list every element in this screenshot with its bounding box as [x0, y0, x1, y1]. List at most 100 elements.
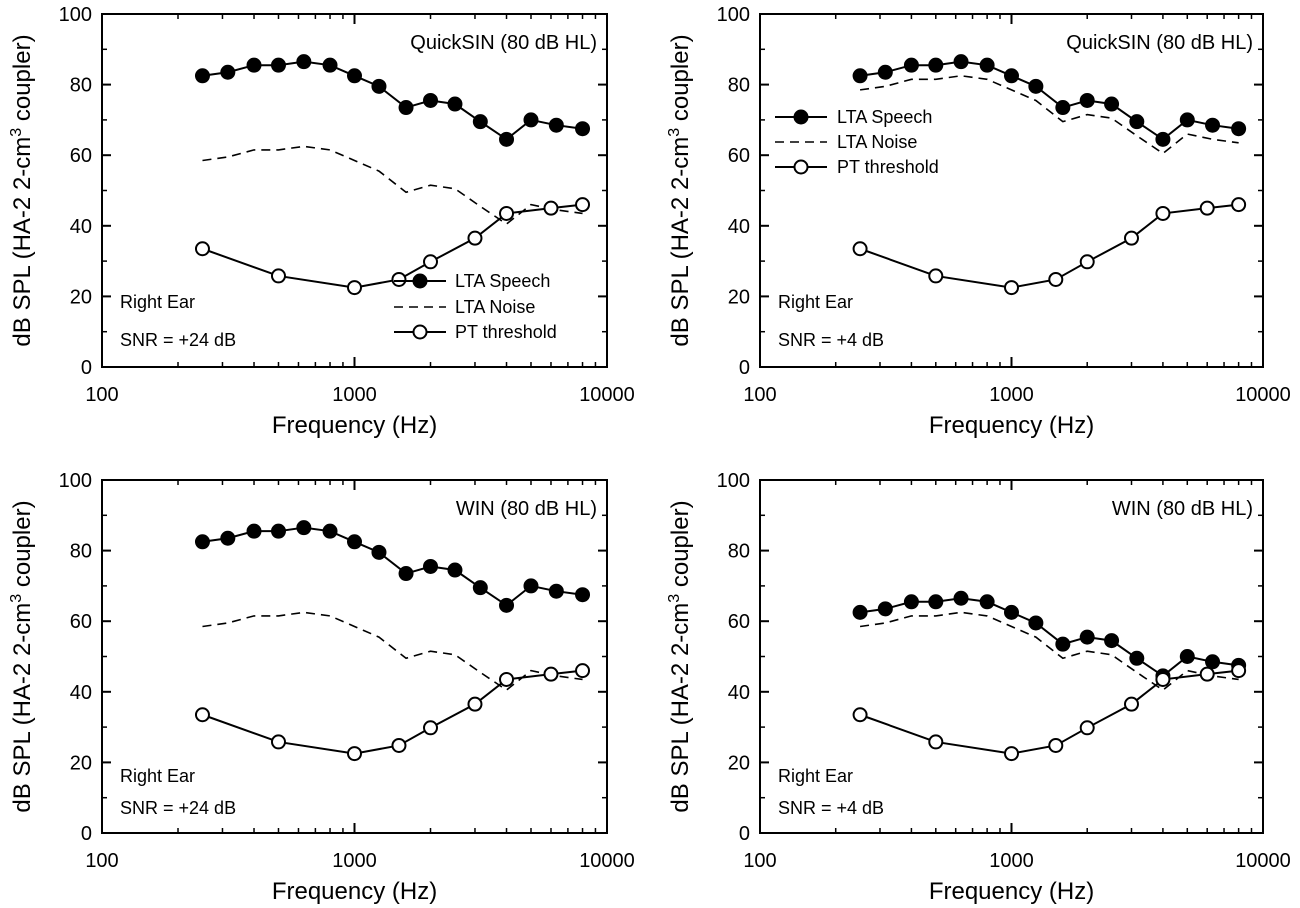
legend-marker: [412, 324, 428, 340]
data-point: [499, 131, 515, 147]
data-point: [194, 241, 210, 257]
data-point: [246, 57, 262, 73]
data-point: [194, 68, 210, 84]
y-tick-label: 0: [739, 823, 750, 845]
data-point: [1179, 649, 1195, 664]
y-tick-label: 80: [728, 75, 750, 97]
series-lta-speech: [194, 520, 591, 613]
data-point: [1205, 654, 1221, 670]
y-tick-label: 40: [70, 216, 92, 238]
data-point: [543, 200, 559, 216]
series-lta-speech: [852, 590, 1247, 684]
data-point: [548, 117, 564, 133]
y-tick-label: 100: [59, 470, 92, 492]
data-point: [575, 587, 591, 603]
panel-title: QuickSIN (80 dB HL): [410, 32, 597, 54]
y-tick-label: 0: [81, 823, 92, 845]
data-point: [391, 737, 407, 753]
data-point: [391, 271, 407, 287]
data-point: [1055, 100, 1071, 116]
data-point: [322, 523, 338, 539]
series-line: [859, 74, 1239, 155]
series-line: [859, 597, 1239, 678]
ear-annotation: Right Ear: [778, 292, 853, 312]
data-point: [423, 92, 439, 108]
data-point: [270, 57, 286, 73]
y-tick-label: 60: [70, 145, 92, 167]
data-point: [523, 578, 539, 594]
data-point: [1129, 650, 1145, 666]
data-point: [447, 96, 463, 112]
y-axis-title: dB SPL (HA-2 2-cm3 coupler): [8, 500, 36, 812]
y-axis-title-superscript: 3: [666, 128, 683, 137]
y-tick-label: 40: [70, 682, 92, 704]
data-point: [499, 597, 515, 613]
data-point: [1048, 737, 1064, 753]
panel-title: QuickSIN (80 dB HL): [1066, 32, 1253, 54]
legend-marker: [793, 159, 809, 175]
ear-annotation: Right Ear: [778, 766, 853, 786]
data-point: [296, 520, 312, 536]
legend-marker: [412, 273, 428, 289]
y-tick-label: 20: [70, 752, 92, 774]
series-line: [859, 203, 1239, 289]
series-line: [859, 669, 1239, 755]
data-point: [398, 566, 414, 582]
legend-marker: [793, 109, 809, 125]
series-pt-threshold: [852, 197, 1247, 296]
data-point: [575, 663, 591, 679]
data-point: [423, 558, 439, 574]
data-point: [499, 205, 515, 221]
x-tick-label: 10000: [579, 384, 635, 406]
data-point: [877, 64, 893, 80]
legend-label: PT threshold: [455, 322, 557, 342]
y-axis-title-superscript: 3: [8, 594, 25, 603]
snr-annotation: SNR = +4 dB: [778, 330, 884, 350]
y-tick-label: 20: [70, 286, 92, 308]
data-point: [575, 197, 591, 213]
y-tick-label: 40: [728, 216, 750, 238]
data-point: [979, 57, 995, 73]
data-point: [1205, 117, 1221, 133]
data-point: [347, 280, 362, 296]
y-tick-label: 80: [728, 541, 750, 563]
y-tick-label: 100: [59, 4, 92, 26]
y-axis-title-end: coupler): [9, 500, 36, 593]
data-point: [1104, 633, 1120, 649]
x-tick-label: 1000: [332, 850, 377, 872]
y-axis-title-end: coupler): [667, 34, 694, 127]
x-tick-label: 100: [743, 850, 776, 872]
y-tick-label: 40: [728, 682, 750, 704]
x-axis-title: Frequency (Hz): [929, 878, 1094, 905]
data-point: [928, 268, 944, 284]
data-point: [1104, 96, 1120, 112]
series-line: [202, 669, 583, 755]
x-axis-title: Frequency (Hz): [272, 412, 437, 439]
data-point: [928, 594, 944, 610]
data-point: [953, 54, 969, 70]
data-point: [903, 57, 919, 73]
data-point: [1028, 615, 1044, 631]
y-axis-title: dB SPL (HA-2 2-cm3 coupler): [666, 34, 694, 346]
x-tick-label: 100: [85, 850, 118, 872]
y-tick-label: 60: [70, 611, 92, 633]
data-point: [903, 594, 919, 610]
data-point: [1004, 746, 1019, 762]
data-point: [928, 734, 944, 750]
series-line: [202, 611, 583, 692]
x-tick-label: 1000: [332, 384, 377, 406]
data-point: [1079, 92, 1095, 108]
data-point: [423, 254, 439, 270]
y-axis-title: dB SPL (HA-2 2-cm3 coupler): [8, 34, 36, 346]
series-lta-noise: [859, 611, 1239, 692]
chart-panel-3: 0 20 40 60 80 100 100 1000 10000 Frequency (Hz) dB…: [8, 470, 635, 905]
y-tick-label: 20: [728, 286, 750, 308]
legend-label: PT threshold: [837, 157, 939, 177]
data-point: [1055, 636, 1071, 652]
legend-label: LTA Noise: [837, 132, 917, 152]
data-point: [1231, 197, 1247, 213]
data-point: [1004, 604, 1019, 620]
data-point: [1123, 696, 1139, 712]
series-line: [202, 60, 583, 141]
